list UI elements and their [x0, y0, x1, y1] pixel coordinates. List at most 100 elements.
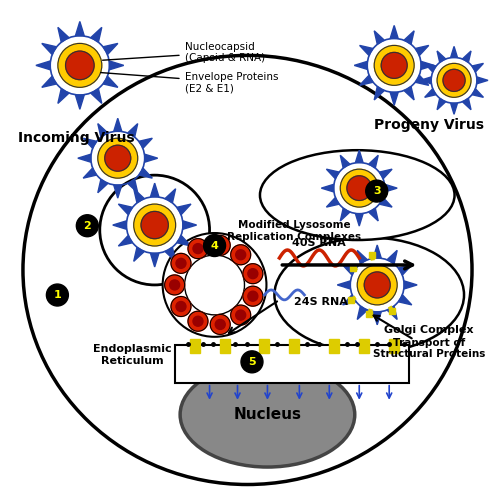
Circle shape: [98, 138, 138, 178]
Polygon shape: [404, 281, 417, 289]
Circle shape: [66, 51, 94, 80]
Polygon shape: [374, 31, 384, 44]
Circle shape: [171, 297, 191, 316]
Circle shape: [164, 275, 184, 295]
Circle shape: [437, 63, 471, 97]
Polygon shape: [139, 168, 152, 178]
Polygon shape: [398, 265, 412, 275]
Circle shape: [366, 180, 388, 202]
Bar: [360, 339, 369, 353]
Circle shape: [243, 286, 263, 306]
Polygon shape: [58, 89, 69, 103]
Circle shape: [210, 236, 230, 255]
Bar: [290, 339, 300, 353]
Polygon shape: [83, 168, 96, 178]
Text: Incoming Virus: Incoming Virus: [18, 131, 134, 145]
Text: Endoplasmic
Reticulum: Endoplasmic Reticulum: [94, 344, 172, 366]
Circle shape: [193, 316, 203, 326]
Circle shape: [248, 291, 258, 301]
Circle shape: [100, 175, 210, 285]
Polygon shape: [36, 61, 50, 70]
Circle shape: [188, 311, 208, 331]
Text: Transport of
Structural Proteins: Transport of Structural Proteins: [373, 338, 486, 360]
Polygon shape: [462, 51, 471, 62]
Polygon shape: [113, 221, 126, 229]
Ellipse shape: [23, 56, 472, 485]
Polygon shape: [437, 99, 446, 110]
Text: Progeny Virus: Progeny Virus: [374, 118, 484, 132]
Polygon shape: [462, 99, 471, 110]
Polygon shape: [404, 87, 414, 100]
Circle shape: [171, 253, 191, 273]
Polygon shape: [340, 208, 349, 221]
Polygon shape: [390, 25, 398, 38]
Circle shape: [241, 351, 263, 373]
Polygon shape: [183, 221, 196, 229]
Polygon shape: [177, 236, 191, 246]
Circle shape: [134, 204, 175, 246]
Polygon shape: [342, 295, 356, 305]
Circle shape: [193, 244, 203, 253]
Polygon shape: [358, 250, 367, 263]
Circle shape: [176, 302, 186, 311]
Circle shape: [230, 305, 250, 325]
Text: 3: 3: [373, 186, 380, 196]
Circle shape: [105, 145, 130, 171]
Circle shape: [170, 280, 179, 290]
Polygon shape: [437, 51, 446, 62]
Polygon shape: [450, 103, 458, 114]
Polygon shape: [150, 183, 159, 197]
Polygon shape: [165, 189, 175, 203]
Polygon shape: [404, 31, 414, 44]
Circle shape: [230, 245, 250, 265]
Polygon shape: [373, 312, 381, 325]
Circle shape: [58, 44, 102, 87]
Polygon shape: [128, 180, 138, 193]
Polygon shape: [76, 95, 84, 109]
Bar: [389, 339, 399, 353]
Polygon shape: [360, 75, 373, 85]
Polygon shape: [356, 150, 363, 163]
Polygon shape: [104, 76, 118, 87]
Circle shape: [443, 69, 465, 91]
Circle shape: [46, 284, 68, 306]
Polygon shape: [104, 44, 118, 55]
Polygon shape: [128, 124, 138, 137]
Ellipse shape: [180, 362, 355, 467]
Polygon shape: [340, 155, 349, 168]
Polygon shape: [387, 306, 397, 319]
Circle shape: [215, 241, 225, 250]
Polygon shape: [374, 87, 384, 100]
Polygon shape: [134, 189, 144, 203]
Polygon shape: [398, 295, 412, 305]
Circle shape: [76, 215, 98, 237]
Polygon shape: [118, 236, 132, 246]
Polygon shape: [98, 124, 108, 137]
Polygon shape: [390, 92, 398, 105]
Circle shape: [358, 265, 397, 305]
Circle shape: [243, 264, 263, 284]
Ellipse shape: [260, 150, 454, 240]
Circle shape: [340, 169, 378, 207]
Circle shape: [248, 269, 258, 279]
Circle shape: [374, 46, 414, 85]
Circle shape: [236, 250, 246, 260]
Polygon shape: [150, 253, 159, 267]
Polygon shape: [98, 180, 108, 193]
Polygon shape: [134, 248, 144, 261]
Circle shape: [381, 53, 407, 78]
Circle shape: [141, 211, 169, 239]
Circle shape: [162, 233, 266, 337]
Polygon shape: [165, 248, 175, 261]
Polygon shape: [369, 155, 378, 168]
Polygon shape: [360, 46, 373, 56]
Polygon shape: [114, 185, 122, 198]
Circle shape: [204, 235, 226, 256]
FancyBboxPatch shape: [174, 345, 409, 383]
Ellipse shape: [274, 238, 464, 352]
Polygon shape: [416, 46, 428, 56]
Polygon shape: [385, 185, 397, 192]
Polygon shape: [369, 208, 378, 221]
Polygon shape: [358, 306, 367, 319]
Polygon shape: [322, 185, 334, 192]
